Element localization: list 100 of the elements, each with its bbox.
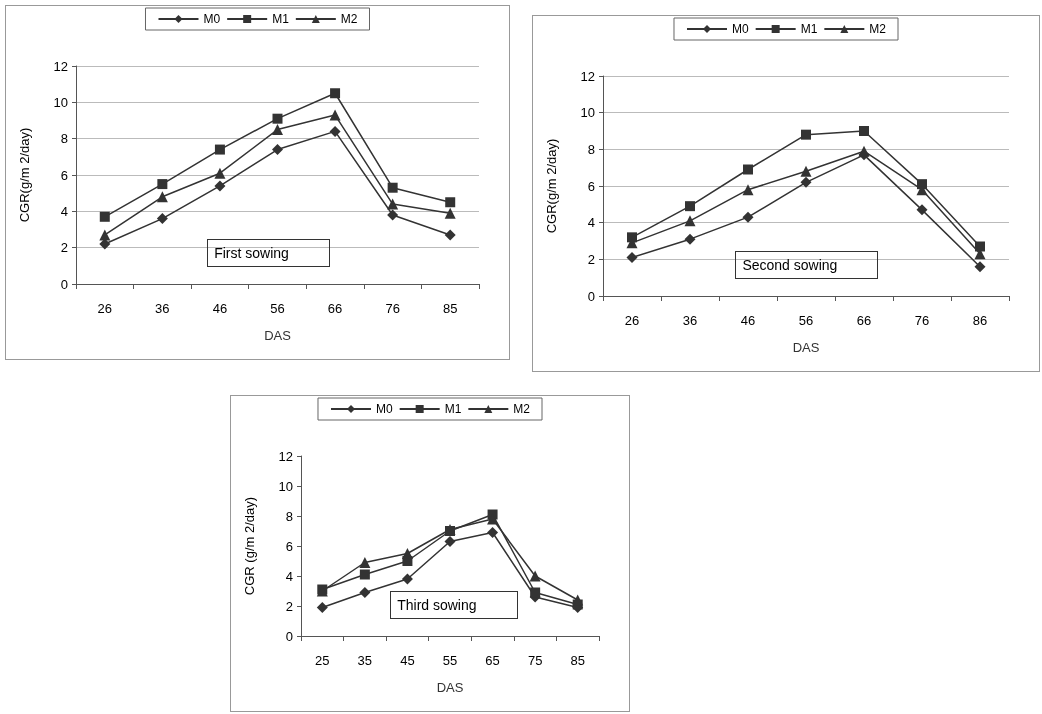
point: [487, 527, 499, 538]
point: [684, 215, 696, 227]
point: [684, 233, 696, 245]
point: [529, 570, 541, 582]
y-tick-label: 6: [285, 538, 293, 554]
point: [214, 180, 226, 192]
point: [530, 587, 541, 598]
point: [742, 211, 754, 223]
x-tick-label: 76: [385, 301, 400, 316]
annotation: Third sowing: [390, 591, 518, 619]
y-tick-label: 12: [580, 68, 595, 84]
point: [156, 191, 168, 203]
x-tick-label: 56: [798, 313, 814, 328]
y-tick-label: 2: [285, 598, 293, 614]
x-tick-label: 46: [212, 301, 228, 316]
x-tick-label: 86: [972, 313, 988, 328]
point: [401, 548, 413, 559]
point: [156, 213, 168, 225]
y-tick-label: 10: [53, 94, 68, 110]
point: [329, 125, 341, 137]
x-tick-label: 26: [97, 301, 113, 316]
point: [975, 241, 985, 252]
x-tick-label: 85: [570, 653, 585, 668]
point: [444, 229, 456, 241]
legend-label: M2: [513, 402, 531, 416]
x-tick-label: 56: [270, 301, 285, 316]
x-tick-label: 66: [856, 313, 872, 328]
point: [387, 182, 398, 193]
point: [387, 209, 399, 221]
y-tick-label: 8: [285, 508, 293, 524]
x-tick-label: 25: [315, 653, 330, 668]
point: [214, 144, 225, 155]
y-tick-label: 4: [60, 203, 68, 219]
point: [359, 587, 371, 598]
legend-label: M2: [340, 12, 358, 26]
point: [214, 167, 226, 179]
point: [99, 229, 111, 241]
point: [685, 201, 695, 212]
x-tick-label: 55: [442, 653, 458, 668]
point: [99, 211, 110, 222]
y-tick-label: 4: [587, 215, 595, 231]
x-tick-label: 65: [485, 653, 500, 668]
x-axis-title: DAS: [436, 680, 464, 695]
y-tick-label: 0: [60, 276, 68, 292]
x-tick-label: 35: [357, 653, 373, 668]
legend-label: M2: [869, 22, 887, 36]
y-tick-label: 10: [580, 105, 595, 121]
legend-label: M1: [444, 402, 462, 416]
legend-label: M0: [732, 22, 749, 36]
point: [329, 109, 341, 121]
point: [916, 204, 928, 216]
y-tick-label: 10: [278, 478, 293, 494]
point: [974, 261, 986, 273]
y-tick-label: 0: [587, 288, 595, 304]
point: [858, 145, 870, 157]
point: [272, 124, 283, 136]
y-tick-label: 0: [285, 628, 293, 644]
point: [359, 557, 371, 568]
x-tick-label: 66: [327, 301, 343, 316]
y-tick-label: 12: [53, 58, 68, 74]
point: [445, 197, 456, 208]
point: [387, 198, 399, 210]
point: [272, 113, 283, 124]
y-tick-label: 2: [587, 251, 595, 267]
y-tick-label: 4: [285, 568, 293, 584]
legend-label: M0: [203, 12, 221, 26]
point: [572, 594, 584, 606]
point: [800, 176, 812, 188]
y-axis-title: CGR (g/m 2/day): [242, 496, 257, 596]
point: [330, 88, 341, 99]
legend-label: M0: [376, 402, 393, 416]
x-tick-label: 76: [914, 313, 930, 328]
x-tick-label: 26: [624, 313, 640, 328]
y-axis-title: CGR(g/m 2/day): [17, 127, 32, 223]
point: [742, 184, 754, 196]
y-tick-label: 6: [60, 167, 68, 183]
y-tick-label: 6: [587, 178, 595, 194]
annotation: First sowing: [207, 239, 330, 267]
point: [444, 207, 456, 219]
annotation: Second sowing: [735, 251, 879, 279]
y-tick-label: 2: [60, 240, 68, 256]
point: [626, 252, 638, 263]
x-tick-label: 85: [442, 301, 458, 316]
x-tick-label: 36: [155, 301, 170, 316]
x-tick-label: 75: [527, 653, 543, 668]
x-axis-title: DAS: [264, 328, 292, 343]
y-tick-label: 8: [60, 131, 68, 147]
point: [157, 179, 168, 190]
x-axis-title: DAS: [792, 340, 820, 355]
point: [743, 164, 753, 175]
point: [800, 165, 812, 177]
point: [316, 602, 328, 613]
legend-label: M1: [272, 12, 290, 26]
point: [359, 569, 370, 580]
legend-label: M1: [800, 22, 818, 36]
x-tick-label: 36: [682, 313, 698, 328]
point: [272, 144, 283, 156]
x-tick-label: 46: [740, 313, 756, 328]
point: [401, 573, 413, 585]
point: [859, 126, 869, 136]
